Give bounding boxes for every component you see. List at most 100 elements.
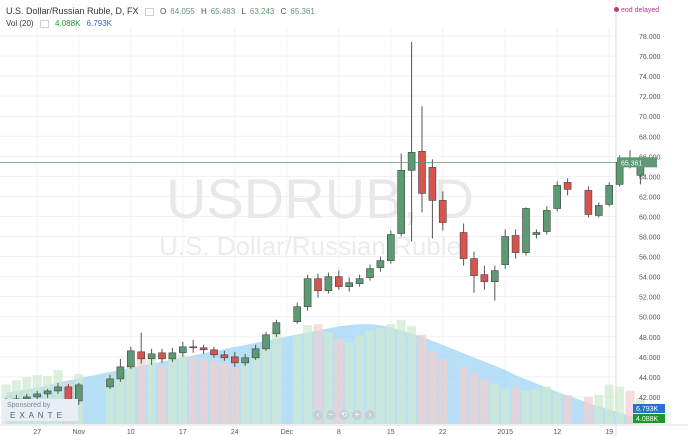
price-tick-label: 56.000 (639, 255, 661, 262)
candle-body[interactable] (199, 347, 208, 351)
candle-body[interactable] (438, 200, 447, 223)
candle-body[interactable] (553, 185, 562, 209)
candle-body[interactable] (293, 306, 302, 323)
zoom-out-button[interactable]: − (326, 410, 336, 420)
volume-bar (136, 357, 146, 424)
volume-bar (303, 325, 313, 424)
candle-body[interactable] (231, 356, 239, 364)
time-tick-label: 2015 (497, 429, 513, 436)
candle-body[interactable] (43, 390, 52, 395)
candle-body[interactable] (158, 352, 166, 360)
candle-body[interactable] (470, 258, 478, 276)
candle-body[interactable] (324, 276, 333, 291)
candle-body[interactable] (532, 232, 541, 235)
volume-bar (563, 394, 573, 424)
time-tick-label: 15 (387, 429, 395, 436)
candle-body[interactable] (314, 278, 322, 291)
candle-body[interactable] (480, 274, 489, 282)
candle-body[interactable] (168, 352, 177, 360)
volume-label[interactable]: Vol (20) (6, 19, 34, 28)
time-tick-label: 10 (127, 429, 135, 436)
last-price-label: 65.361 (621, 160, 643, 167)
candle-body[interactable] (428, 167, 437, 201)
candle-body[interactable] (584, 190, 593, 215)
volume-bar (219, 362, 229, 424)
candle-body[interactable] (397, 170, 406, 234)
candle-body[interactable] (303, 278, 312, 308)
volume-bar (344, 342, 354, 424)
candle-body[interactable] (220, 354, 229, 359)
candle-body[interactable] (522, 208, 530, 253)
time-tick-label: 19 (605, 429, 613, 436)
volume-bar (323, 332, 333, 424)
price-tick-label: 76.000 (639, 54, 661, 61)
volume-bar (178, 355, 188, 424)
volume-bar (594, 394, 604, 424)
candle-body[interactable] (501, 236, 510, 265)
candle-body[interactable] (262, 334, 270, 350)
price-tick-label: 78.000 (639, 34, 661, 41)
volume-bar (375, 328, 385, 424)
symbol-title[interactable]: U.S. Dollar/Russian Ruble, D, FX (6, 6, 139, 16)
candle-body[interactable] (137, 351, 145, 360)
candle-body[interactable] (418, 151, 426, 194)
candle-body[interactable] (407, 152, 416, 171)
volume-bar (126, 363, 136, 424)
time-tick-label: 8 (337, 429, 341, 436)
candle-body[interactable] (355, 278, 364, 284)
candle-body[interactable] (22, 396, 31, 400)
last-volume-label-1: 6.793K (636, 406, 659, 413)
candle-body[interactable] (386, 234, 395, 261)
candle-body[interactable] (54, 386, 62, 392)
candle-body[interactable] (459, 232, 468, 259)
candle-body[interactable] (179, 346, 187, 354)
scroll-left-button[interactable]: ‹ (313, 410, 323, 420)
candles (0, 42, 645, 407)
candle-body[interactable] (106, 378, 114, 388)
candle-body[interactable] (511, 235, 520, 253)
volume-bar (365, 330, 375, 424)
volume-value-1: 4.088K (55, 19, 81, 28)
reset-chart-button[interactable]: ⟲ (339, 410, 349, 420)
candle-body[interactable] (542, 210, 551, 232)
candle-body[interactable] (251, 348, 260, 359)
volume-bar (271, 330, 281, 424)
candle-body[interactable] (605, 185, 614, 205)
sponsor-badge[interactable]: Sponsored by E X A N T E (2, 399, 78, 421)
candle-body[interactable] (116, 366, 125, 380)
candle-body[interactable] (345, 282, 354, 287)
volume-bar (157, 365, 167, 424)
volume-bar (105, 376, 115, 424)
candle-body[interactable] (127, 350, 135, 368)
volume-settings-box-icon[interactable] (39, 19, 49, 28)
candle-body[interactable] (189, 346, 197, 349)
time-tick-label: 17 (179, 429, 187, 436)
ohlc-h-label: H (200, 7, 207, 16)
volume-bar (479, 380, 489, 424)
zoom-in-button[interactable]: + (352, 410, 362, 420)
volume-bar (615, 386, 625, 424)
last-volume-label-2: 4.088K (636, 416, 659, 423)
candle-body[interactable] (75, 384, 83, 402)
ohlc-close: 65.361 (290, 7, 315, 16)
candle-body[interactable] (594, 205, 603, 216)
volume-bar (334, 338, 344, 424)
candle-body[interactable] (366, 268, 374, 278)
candle-body[interactable] (376, 260, 385, 268)
candle-body[interactable] (272, 322, 281, 335)
volume-bar (261, 347, 271, 424)
candle-body[interactable] (490, 270, 499, 282)
compare-box-icon[interactable] (144, 7, 154, 16)
candle-body[interactable] (241, 357, 249, 364)
candle-body[interactable] (210, 349, 218, 356)
scroll-right-button[interactable]: › (365, 410, 375, 420)
candle-body[interactable] (334, 276, 343, 287)
candle-body[interactable] (33, 393, 42, 398)
price-axis: 78.00076.00074.00072.00070.00068.00066.0… (639, 34, 661, 422)
candle-body[interactable] (563, 182, 572, 190)
volume-bar (552, 392, 562, 424)
volume-bar (386, 324, 396, 424)
price-tick-label: 42.000 (639, 395, 661, 402)
candle-body[interactable] (147, 353, 156, 360)
